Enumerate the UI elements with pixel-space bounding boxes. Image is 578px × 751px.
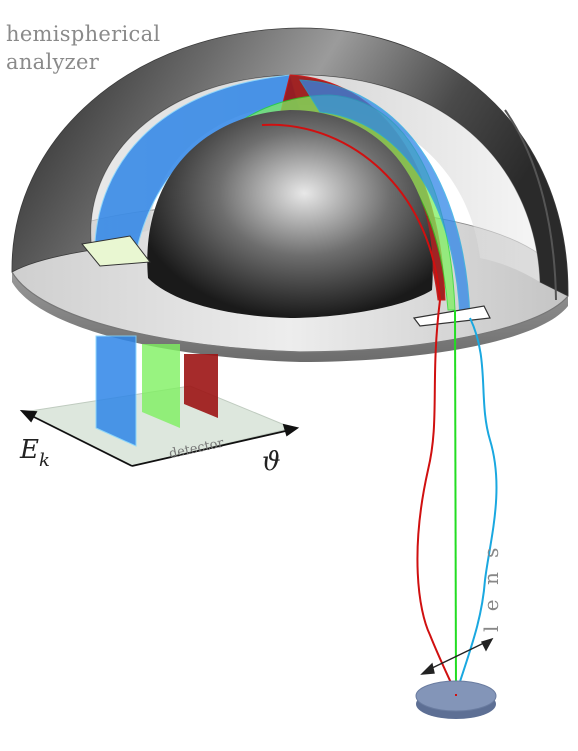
exit-slit (412, 305, 491, 327)
detector-green-slab (142, 344, 180, 428)
entrance-slit (81, 235, 151, 267)
diagram-title: hemispherical analyzer (6, 20, 160, 76)
analyzer-base-edge (12, 272, 568, 362)
detector-red-slab (184, 354, 218, 418)
analyzer-rim-line (11, 271, 569, 353)
detector-blue-slab (95, 335, 137, 447)
angle-axis-arrow (131, 423, 300, 467)
energy-axis-label: Ek (19, 435, 50, 471)
lens-label: l e n s (479, 544, 503, 632)
lens-arrow (420, 637, 494, 675)
green-electron-path (454, 309, 457, 695)
blue-electron-path (455, 317, 498, 695)
inner-hemisphere (147, 110, 433, 318)
red-electron-path (416, 299, 457, 695)
red-trajectory-front (261, 123, 441, 301)
angle-axis-label: ϑ (262, 447, 281, 477)
title-line-1: hemispherical (6, 22, 161, 46)
outer-shell-rim (504, 109, 557, 301)
energy-axis-arrow (19, 409, 133, 467)
title-line-2: analyzer (6, 50, 100, 74)
